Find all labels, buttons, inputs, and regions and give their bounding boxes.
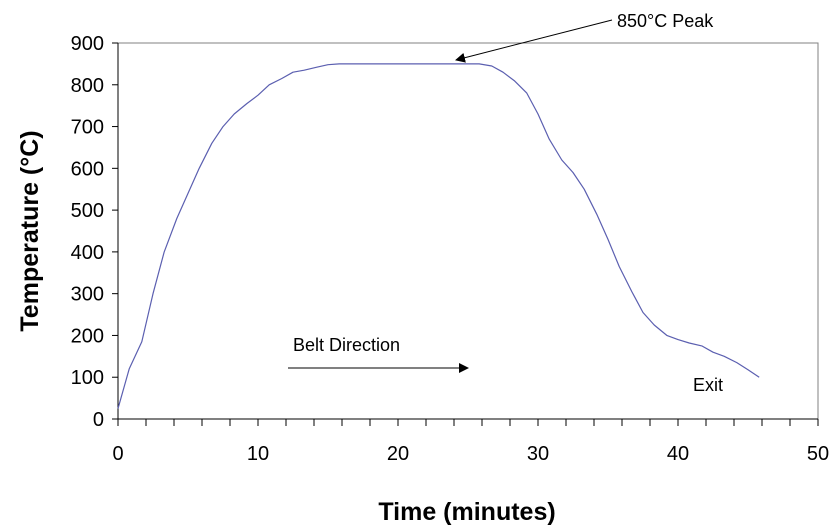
x-tick-label: 30 — [527, 443, 549, 465]
x-tick-label: 0 — [112, 443, 123, 465]
ticks — [112, 42, 819, 426]
x-tick-label: 50 — [807, 443, 829, 465]
plot-area — [117, 42, 819, 420]
x-axis-title: Time (minutes) — [378, 498, 555, 526]
y-tick-label: 0 — [93, 409, 104, 431]
y-tick-label: 400 — [71, 242, 104, 264]
y-tick-label: 600 — [71, 158, 104, 180]
x-tick-label: 20 — [387, 443, 409, 465]
peak-annotation-arrow — [455, 19, 613, 63]
y-axis-title: Temperature (°C) — [16, 130, 44, 331]
x-tick-label: 10 — [247, 443, 269, 465]
tick-labels: 0 100 200 300 400 500 600 700 800 900 0 10 20 30 40 50 — [71, 33, 830, 465]
series-layer — [117, 63, 760, 409]
y-tick-label: 500 — [71, 200, 104, 222]
annotations: 850°C Peak Belt Direction Exit — [288, 11, 723, 395]
y-tick-label: 300 — [71, 284, 104, 306]
x-tick-label: 40 — [667, 443, 689, 465]
axes — [117, 43, 818, 420]
y-tick-label: 900 — [71, 33, 104, 55]
peak-annotation-label: 850°C Peak — [617, 11, 714, 31]
y-tick-label: 200 — [71, 325, 104, 347]
belt-direction-label: Belt Direction — [293, 335, 400, 355]
series-line — [117, 63, 760, 409]
exit-label: Exit — [693, 375, 723, 395]
y-tick-label: 800 — [71, 75, 104, 97]
y-tick-label: 100 — [71, 367, 104, 389]
y-tick-label: 700 — [71, 117, 104, 139]
